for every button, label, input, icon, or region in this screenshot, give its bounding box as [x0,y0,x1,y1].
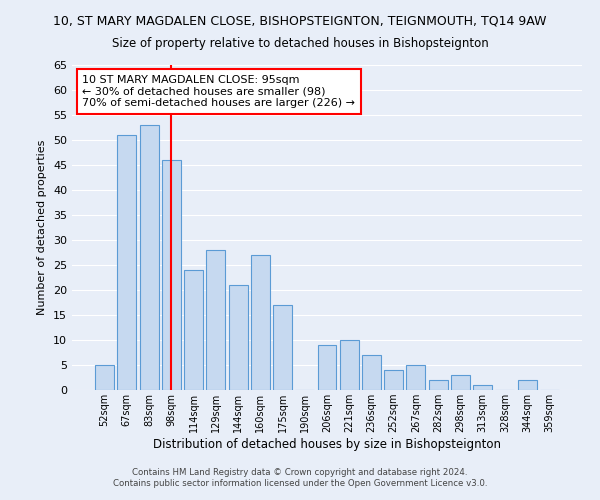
Bar [229,285,248,390]
Text: Contains HM Land Registry data © Crown copyright and database right 2024.
Contai: Contains HM Land Registry data © Crown c… [113,468,487,487]
Bar [251,255,270,390]
Bar [473,385,492,390]
Bar [429,380,448,390]
Text: 10, ST MARY MAGDALEN CLOSE, BISHOPSTEIGNTON, TEIGNMOUTH, TQ14 9AW: 10, ST MARY MAGDALEN CLOSE, BISHOPSTEIGN… [53,15,547,28]
Y-axis label: Number of detached properties: Number of detached properties [37,140,47,315]
Bar [451,375,470,390]
Text: 10 ST MARY MAGDALEN CLOSE: 95sqm
← 30% of detached houses are smaller (98)
70% o: 10 ST MARY MAGDALEN CLOSE: 95sqm ← 30% o… [82,74,355,108]
Bar [140,125,158,390]
Bar [317,345,337,390]
Bar [95,365,114,390]
X-axis label: Distribution of detached houses by size in Bishopsteignton: Distribution of detached houses by size … [153,438,501,451]
Bar [362,355,381,390]
Bar [162,160,181,390]
Bar [406,365,425,390]
Bar [118,135,136,390]
Bar [184,270,203,390]
Text: Size of property relative to detached houses in Bishopsteignton: Size of property relative to detached ho… [112,38,488,51]
Bar [273,305,292,390]
Bar [206,250,225,390]
Bar [340,340,359,390]
Bar [518,380,536,390]
Bar [384,370,403,390]
